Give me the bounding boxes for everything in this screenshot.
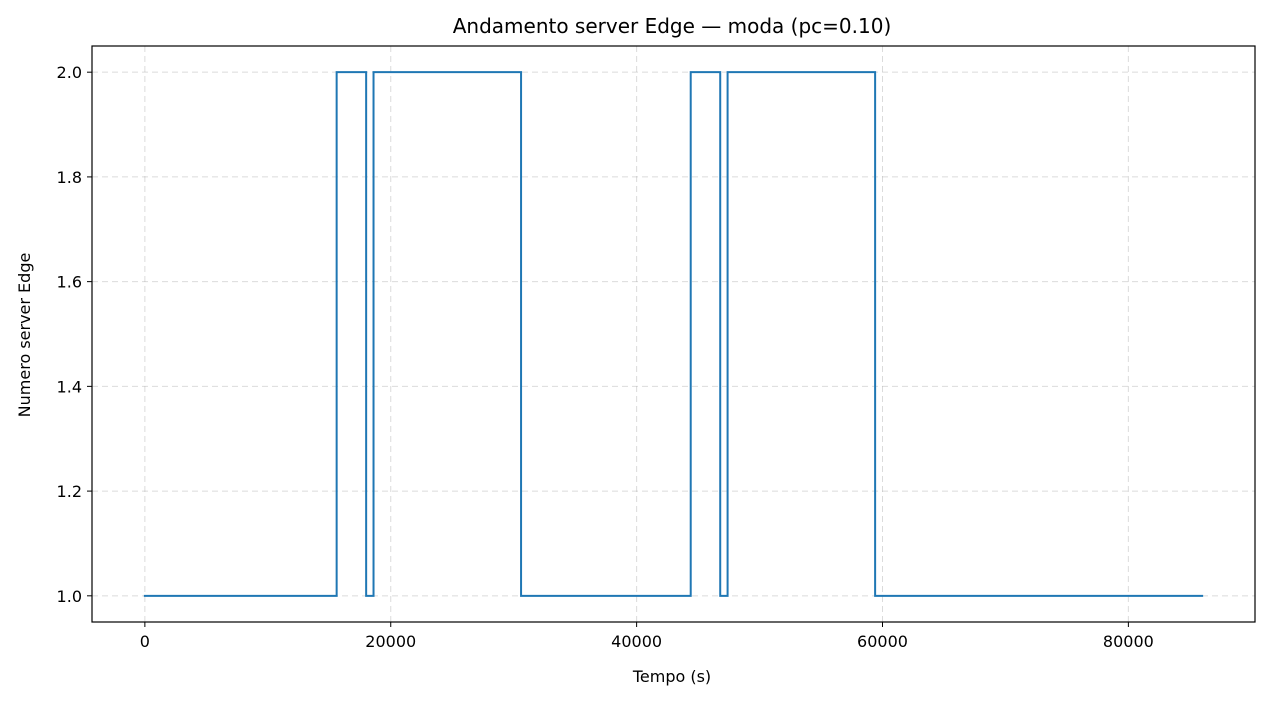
x-tick-label: 80000 xyxy=(1103,632,1154,651)
chart-title: Andamento server Edge — moda (pc=0.10) xyxy=(453,14,892,38)
y-tick-label: 2.0 xyxy=(57,63,82,82)
y-tick-label: 1.4 xyxy=(57,377,82,396)
x-axis-label: Tempo (s) xyxy=(632,667,711,686)
series-line xyxy=(143,71,1204,597)
x-tick-label: 60000 xyxy=(857,632,908,651)
y-tick-label: 1.8 xyxy=(57,168,82,187)
y-axis-ticks: 1.0 1.2 1.4 1.6 1.8 2.0 xyxy=(57,63,92,606)
x-axis-ticks: 0 20000 40000 60000 80000 xyxy=(140,622,1154,651)
grid xyxy=(92,46,1255,622)
y-axis-label: Numero server Edge xyxy=(15,253,34,418)
y-tick-label: 1.0 xyxy=(57,587,82,606)
x-tick-label: 0 xyxy=(140,632,150,651)
x-tick-label: 40000 xyxy=(611,632,662,651)
y-tick-label: 1.6 xyxy=(57,273,82,292)
plot-area-frame xyxy=(91,45,1256,623)
y-tick-label: 1.2 xyxy=(57,482,82,501)
x-tick-label: 20000 xyxy=(365,632,416,651)
series-layer xyxy=(143,71,1204,597)
